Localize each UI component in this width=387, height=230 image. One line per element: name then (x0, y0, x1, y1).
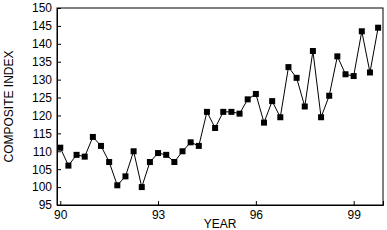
marker (74, 152, 80, 158)
marker (326, 93, 332, 99)
marker (351, 73, 357, 79)
marker (196, 143, 202, 149)
y-tick-label: 110 (33, 145, 52, 159)
marker (131, 148, 137, 154)
marker (375, 25, 381, 31)
marker (237, 111, 243, 117)
x-axis-title: YEAR (204, 217, 237, 230)
x-tick-label: 90 (54, 208, 68, 222)
y-tick-mark (57, 8, 61, 9)
marker (98, 143, 104, 149)
y-tick-label: 130 (32, 73, 52, 87)
x-tick-mark (256, 201, 257, 205)
y-tick-label: 125 (32, 91, 52, 105)
y-tick-mark (57, 26, 61, 27)
y-tick: 135 (32, 55, 61, 69)
marker (253, 91, 259, 97)
marker (114, 182, 120, 188)
chart: 95 100 105 110 115 120 125 130 135 140 145 150 90 93 9… (0, 0, 387, 230)
marker (310, 48, 316, 54)
x-tick: 93 (152, 201, 166, 222)
marker (220, 109, 226, 115)
y-tick-mark (57, 98, 61, 99)
marker (188, 139, 194, 145)
x-tick-label: 99 (347, 208, 361, 222)
marker (180, 148, 186, 154)
y-tick-mark (57, 62, 61, 63)
y-axis: 95 100 105 110 115 120 125 130 135 140 145 150 (32, 1, 61, 212)
y-tick: 130 (32, 73, 61, 87)
y-tick-label: 100 (32, 180, 52, 194)
y-tick: 100 (32, 180, 61, 194)
marker (171, 159, 177, 165)
marker (147, 159, 153, 165)
marker (122, 173, 128, 179)
y-tick-label: 150 (32, 1, 52, 15)
marker (277, 114, 283, 120)
y-tick-mark (57, 169, 61, 170)
x-tick-label: 96 (250, 208, 264, 222)
marker (228, 109, 234, 115)
marker (261, 120, 267, 126)
y-tick: 125 (32, 91, 61, 105)
marker (57, 145, 63, 151)
marker (294, 75, 300, 81)
y-tick-mark (57, 187, 61, 188)
marker (139, 184, 145, 190)
y-tick-label: 140 (32, 37, 52, 51)
data (57, 25, 381, 190)
y-tick-label: 135 (32, 55, 52, 69)
y-tick-label: 120 (32, 109, 52, 123)
y-tick: 150 (32, 1, 61, 15)
y-tick-label: 105 (32, 163, 52, 177)
marker (367, 69, 373, 75)
marker (90, 134, 96, 140)
marker (285, 64, 291, 70)
y-tick: 145 (32, 19, 61, 33)
marker (245, 96, 251, 102)
marker (106, 159, 112, 165)
y-axis-title: COMPOSITE INDEX (2, 50, 16, 162)
y-tick-label: 95 (39, 198, 53, 212)
y-tick-mark (57, 80, 61, 81)
y-tick-mark (57, 115, 61, 116)
y-tick: 105 (32, 163, 61, 177)
y-tick-mark (57, 44, 61, 45)
y-axis-line (58, 9, 62, 206)
x-tick-label: 93 (152, 208, 166, 222)
x-tick: 99 (347, 201, 361, 222)
marker (204, 109, 210, 115)
marker (269, 98, 275, 104)
marker (65, 163, 71, 169)
y-tick: 110 (33, 145, 61, 159)
marker (359, 28, 365, 34)
marker (318, 114, 324, 120)
x-tick-mark (158, 201, 159, 205)
x-tick-mark (354, 201, 355, 205)
plot-frame (57, 8, 383, 205)
x-axis-line (58, 201, 384, 206)
marker (334, 53, 340, 59)
marker (155, 150, 161, 156)
marker (163, 152, 169, 158)
y-tick-mark (57, 151, 61, 152)
y-tick: 140 (32, 37, 61, 51)
marker (302, 104, 308, 110)
x-tick: 90 (54, 201, 68, 222)
x-tick-mark (60, 201, 61, 205)
y-tick-label: 115 (33, 127, 52, 141)
plot: 95 100 105 110 115 120 125 130 135 140 145 150 90 93 9… (32, 1, 384, 221)
y-tick: 115 (33, 127, 61, 141)
x-tick: 96 (250, 201, 264, 222)
y-tick: 120 (32, 109, 61, 123)
series-line (60, 28, 378, 187)
marker (82, 154, 88, 160)
marker (212, 125, 218, 131)
y-tick-mark (57, 133, 61, 134)
marker (343, 71, 349, 77)
y-tick-label: 145 (32, 19, 52, 33)
